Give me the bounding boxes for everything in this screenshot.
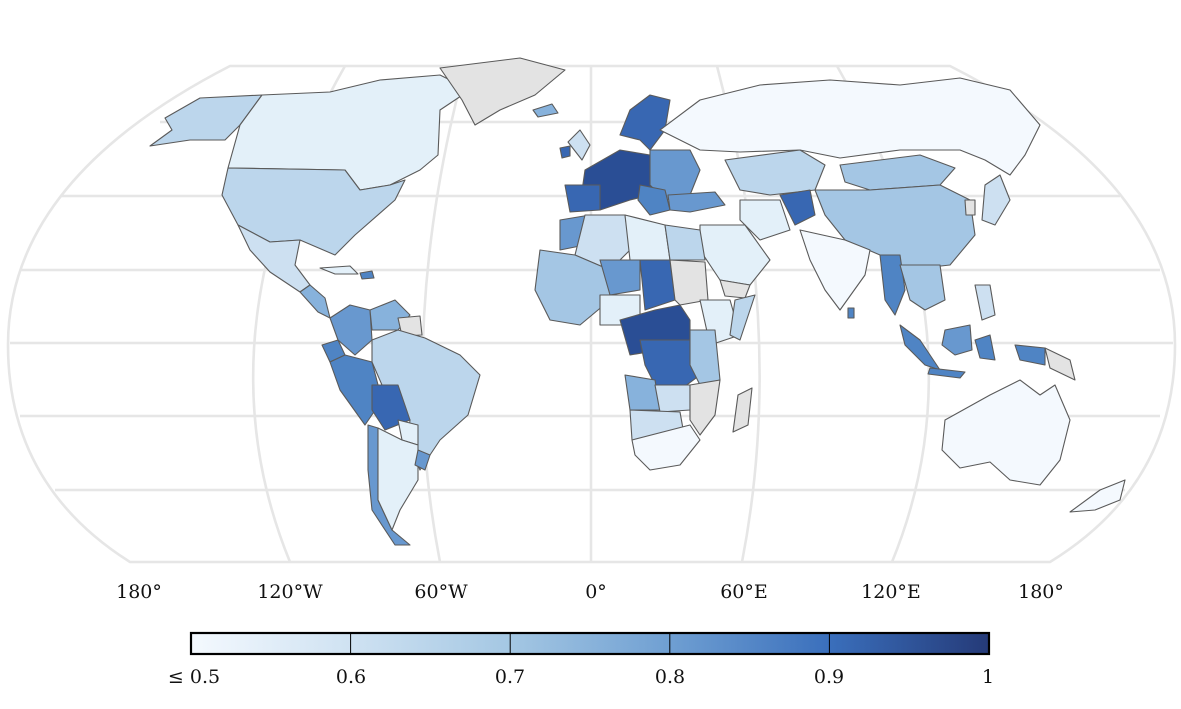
colorbar-tick-label: 1 [982, 666, 994, 688]
region-russia [659, 77, 1041, 176]
region-central-america [299, 284, 331, 319]
region-uk [567, 129, 591, 161]
region-sri-lanka [847, 307, 855, 319]
region-egypt [664, 224, 706, 261]
colorbar-tick-label: ≤ 0.5 [168, 666, 220, 688]
region-kazakhstan [724, 149, 826, 196]
region-sulawesi [974, 334, 996, 361]
lon-label: 180° [116, 581, 162, 603]
region-libya [624, 214, 671, 261]
region-sudan [669, 259, 709, 306]
lon-label: 60°E [720, 581, 768, 603]
region-myanmar [879, 254, 906, 316]
region-sumatra [899, 324, 941, 371]
region-china [814, 184, 976, 271]
region-new-zealand [1069, 479, 1126, 513]
region-indochina [899, 264, 946, 311]
region-australia [941, 379, 1071, 486]
region-japan [981, 174, 1011, 226]
region-iberia [564, 184, 601, 213]
region-mozambique [689, 379, 721, 436]
colorbar-tick-label: 0.8 [655, 666, 685, 688]
colorbar: ≤ 0.5 0.6 0.7 0.8 0.9 1 [168, 631, 994, 688]
region-borneo [941, 324, 973, 356]
region-cuba [319, 265, 359, 275]
region-ireland [559, 145, 571, 159]
region-somalia [729, 294, 756, 341]
region-guyana [397, 315, 423, 337]
colorbar-tick-label: 0.7 [495, 666, 525, 688]
lon-label: 180° [1018, 581, 1064, 603]
land-layer [149, 57, 1126, 546]
region-zambia [654, 384, 691, 413]
colorbar-tick-label: 0.9 [814, 666, 844, 688]
colorbar-gradient [189, 631, 991, 656]
longitude-labels: 180° 120°W 60°W 0° 60°E 120°E 180° [116, 581, 1064, 603]
region-south-africa [631, 424, 701, 471]
region-philippines [974, 284, 996, 321]
region-chad [639, 259, 676, 311]
region-scandinavia [619, 94, 671, 151]
region-india [799, 229, 871, 311]
region-haiti [359, 270, 375, 280]
region-korea [964, 199, 976, 216]
region-madagascar [732, 387, 753, 433]
lon-label: 0° [585, 581, 607, 603]
region-angola [624, 374, 661, 411]
region-iceland [532, 103, 559, 118]
region-png [1044, 347, 1076, 381]
region-turkey [667, 191, 726, 213]
region-balkans [637, 184, 671, 216]
region-niger [599, 259, 641, 296]
region-bolivia [371, 384, 411, 431]
region-uruguay [414, 449, 431, 471]
region-alaska [149, 94, 263, 147]
region-greenland [439, 57, 566, 126]
region-argentina [377, 427, 419, 531]
region-java [927, 367, 966, 379]
lon-label: 60°W [414, 581, 468, 603]
colorbar-tick-label: 0.6 [336, 666, 366, 688]
region-iran [739, 199, 791, 241]
map-outline [6, 64, 1177, 564]
region-afghanistan [779, 189, 816, 226]
lon-label: 120°E [861, 581, 921, 603]
region-west-africa [534, 249, 611, 326]
lon-label: 120°W [257, 581, 323, 603]
meridian-line [421, 65, 467, 563]
region-papua [1014, 344, 1046, 366]
